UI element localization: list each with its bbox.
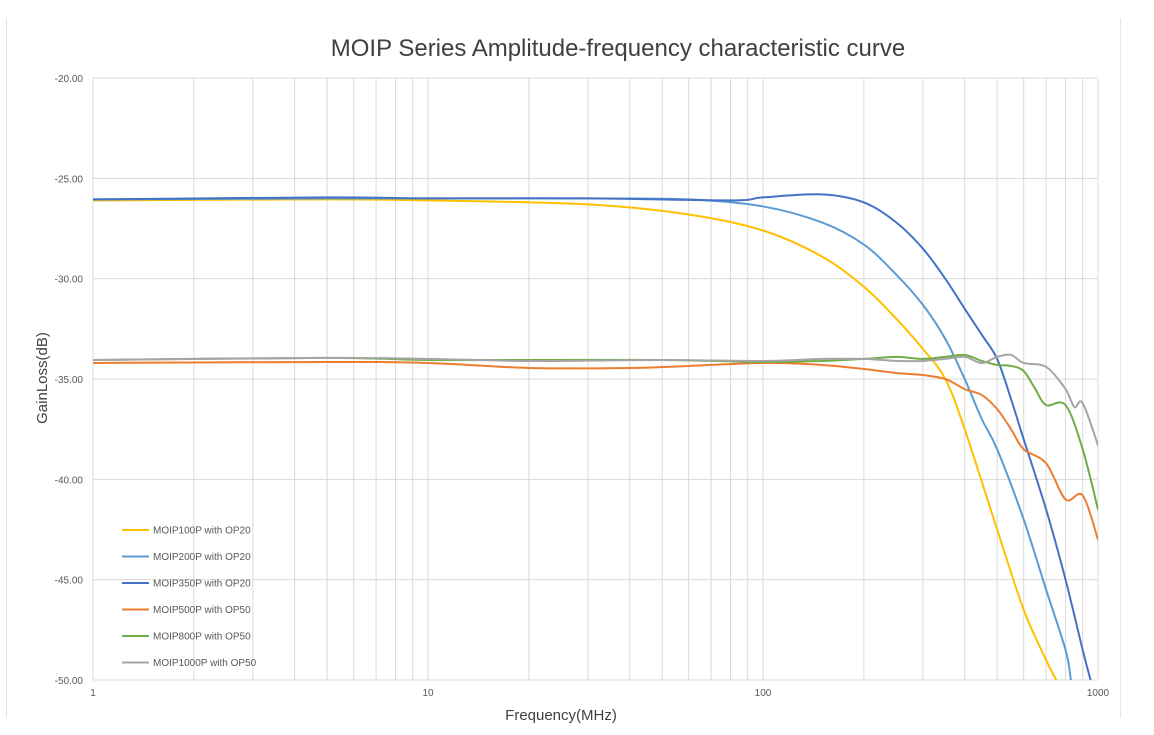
axes: -20.00 -25.00 -30.00 -35.00 -40.00 -45.00 -50.… (55, 74, 1110, 699)
series-group (93, 193, 1098, 680)
legend-label: MOIP350P with OP20 (153, 579, 251, 590)
y-tick-label: -25.00 (55, 174, 84, 185)
legend-label: MOIP500P with OP50 (153, 605, 251, 616)
y-tick-label: -40.00 (55, 475, 84, 486)
y-tick-label: -30.00 (55, 275, 84, 286)
series-line-6 (93, 353, 1098, 447)
series-line-4 (93, 360, 1098, 541)
x-tick-label: 100 (755, 688, 772, 699)
legend: MOIP100P with OP20 MOIP200P with OP20 MOIP… (122, 526, 257, 669)
chart-title: MOIP Series Amplitude-frequency characte… (331, 35, 905, 62)
y-axis-label: GainLoss(dB) (34, 332, 51, 424)
legend-label: MOIP100P with OP20 (153, 526, 251, 537)
series-line-3 (93, 193, 1092, 680)
y-tick-label: -50.00 (55, 676, 84, 687)
legend-label: MOIP800P with OP50 (153, 632, 251, 643)
series-line-1 (93, 198, 1058, 680)
y-tick-label: -45.00 (55, 576, 84, 587)
series-line-5 (93, 353, 1098, 511)
x-tick-label: 1000 (1087, 688, 1110, 699)
x-axis-label: Frequency(MHz) (505, 707, 617, 724)
x-tick-label: 1 (90, 688, 96, 699)
y-tick-label: -35.00 (55, 375, 84, 386)
grid (92, 77, 1099, 681)
x-tick-label: 10 (422, 688, 434, 699)
legend-label: MOIP200P with OP20 (153, 552, 251, 563)
chart-frame-border (6, 18, 1121, 718)
legend-label: MOIP1000P with OP50 (153, 658, 257, 669)
y-tick-label: -20.00 (55, 74, 84, 85)
